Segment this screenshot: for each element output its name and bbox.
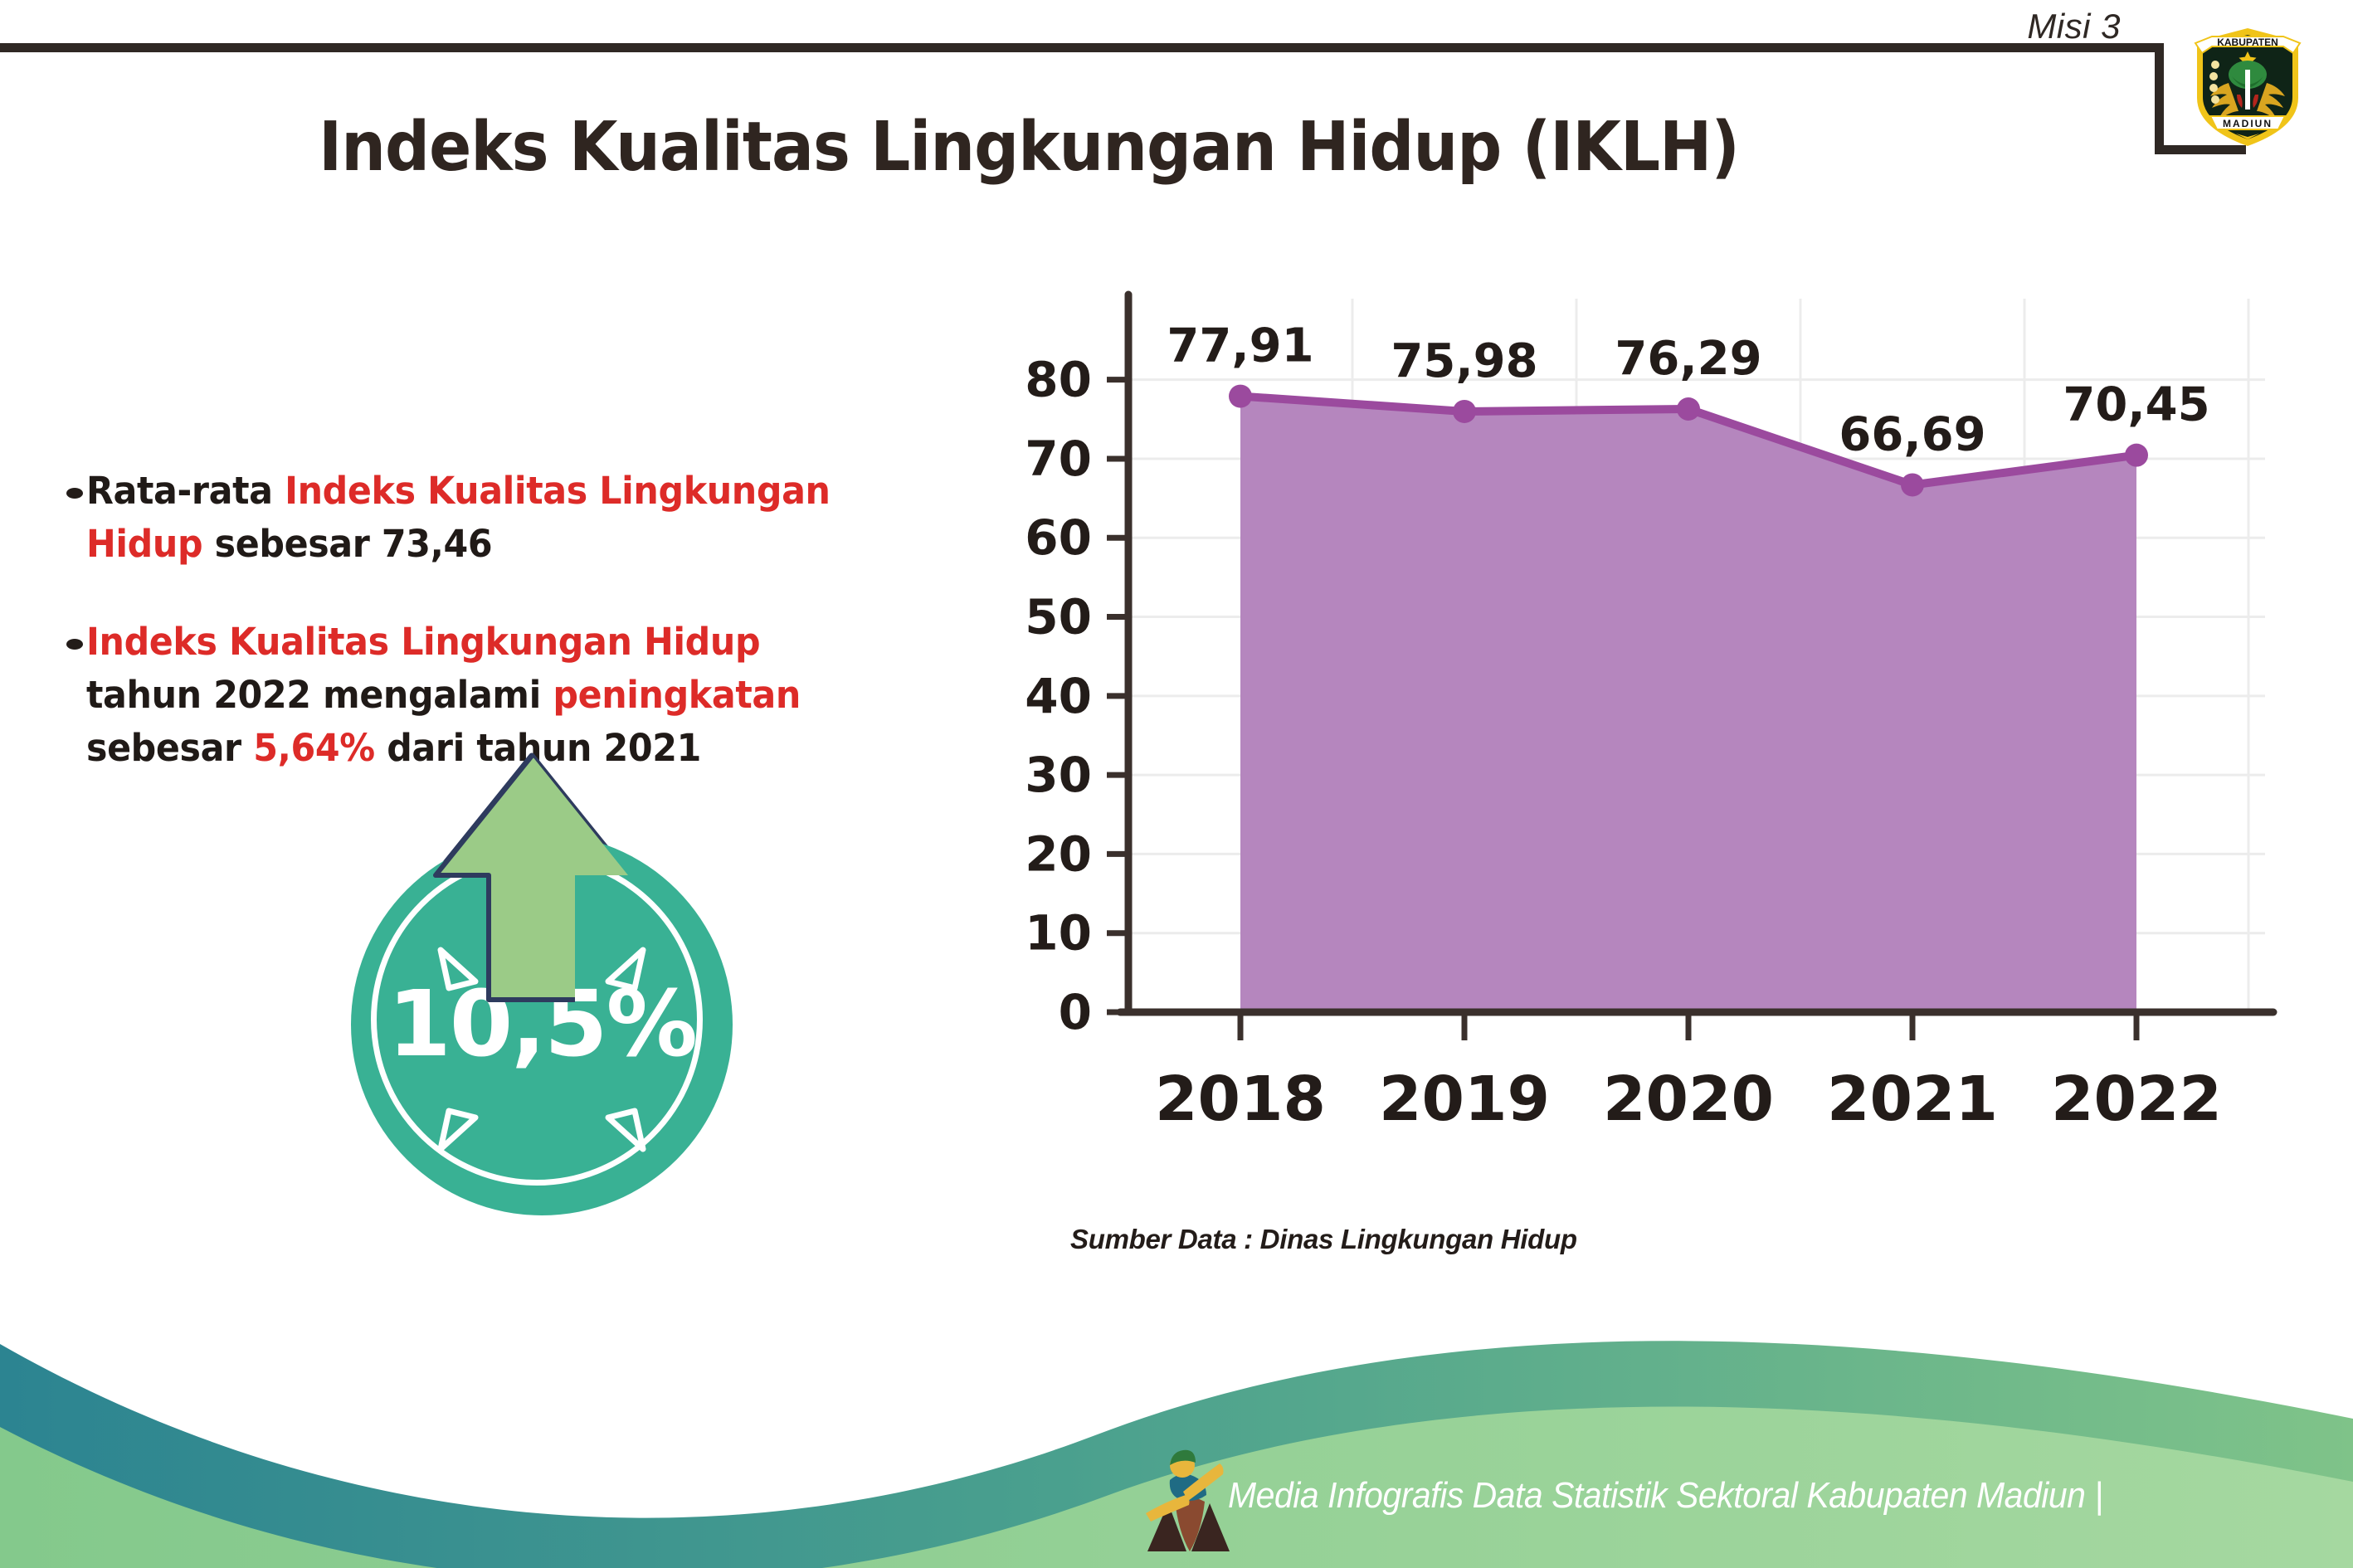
chart-x-tick-label: 2020 <box>1603 1064 1774 1135</box>
highlighted-text: Indeks Kualitas Lingkungan Hidup <box>86 469 831 566</box>
kabupaten-madiun-crest-icon: KABUPATEN MADIUN <box>2194 28 2302 146</box>
increase-badge: 10,5% <box>328 751 759 1215</box>
list-item: Rata-rata Indeks Kualitas Lingkungan Hid… <box>66 465 921 571</box>
up-arrow-icon-front <box>433 754 628 1002</box>
plain-text: dari tahun 2021 <box>374 725 702 770</box>
chart-data-point[interactable] <box>1453 399 1476 423</box>
chart-y-tick-label: 60 <box>1025 509 1092 566</box>
chart-canvas: 77,91 75,98 76,29 66,69 70,45 0 10 20 30 40 50 60 70… <box>1025 290 2277 1135</box>
plain-text: sebesar 73,46 <box>202 521 493 566</box>
bullet-text: Indeks Kualitas Lingkungan Hidup tahun 2… <box>86 616 879 775</box>
header-bracket-foot <box>2155 145 2246 154</box>
bullet-list: Rata-rata Indeks Kualitas Lingkungan Hid… <box>66 465 921 819</box>
plain-text: tahun 2022 mengalami <box>86 672 553 717</box>
chart-source-note: Sumber Data : Dinas Lingkungan Hidup <box>1070 1224 1577 1254</box>
crest-top-text: KABUPATEN <box>2217 37 2278 48</box>
header-rule <box>0 43 2164 52</box>
chart-data-point[interactable] <box>1901 473 1924 497</box>
chart-y-tick-label: 70 <box>1025 431 1092 487</box>
chart-x-tick-label: 2019 <box>1379 1064 1550 1135</box>
chart-y-tick-label: 0 <box>1059 984 1092 1040</box>
iklh-area-chart: 77,91 75,98 76,29 66,69 70,45 0 10 20 30 40 50 60 70… <box>971 274 2315 1203</box>
list-item: Indeks Kualitas Lingkungan Hidup tahun 2… <box>66 616 921 775</box>
bullet-text: Rata-rata Indeks Kualitas Lingkungan Hid… <box>86 465 879 571</box>
chart-data-label: 66,69 <box>1839 407 1985 461</box>
media-infografis-logo-icon <box>1146 1449 1230 1551</box>
footer-caption: Media Infografis Data Statistik Sektoral… <box>1228 1475 2103 1516</box>
chart-x-tick-label: 2018 <box>1155 1064 1326 1135</box>
chart-data-point[interactable] <box>1677 397 1700 421</box>
chart-data-label: 75,98 <box>1391 334 1537 388</box>
crest-bottom-text: MADIUN <box>2223 118 2273 129</box>
highlighted-text: 5,64% <box>253 725 375 770</box>
bullet-dot-icon <box>66 638 83 650</box>
badge-corner-arrow-icons <box>437 947 646 1152</box>
header-bracket-vertical <box>2155 43 2164 154</box>
chart-y-tick-label: 40 <box>1025 668 1092 724</box>
chart-data-label: 70,45 <box>2063 378 2209 432</box>
chart-y-tick-label: 50 <box>1025 589 1092 645</box>
chart-data-label: 77,91 <box>1167 319 1313 373</box>
plain-text: Rata-rata <box>86 469 285 513</box>
chart-data-point[interactable] <box>1229 384 1252 408</box>
chart-data-label: 76,29 <box>1615 332 1761 386</box>
chart-data-point[interactable] <box>2125 443 2148 467</box>
plain-text: sebesar <box>86 725 254 770</box>
chart-y-tick-label: 80 <box>1025 352 1092 408</box>
page-title: Indeks Kualitas Lingkungan Hidup (IKLH) <box>319 108 1740 187</box>
chart-x-tick-label: 2022 <box>2051 1064 2222 1135</box>
chart-area-fill <box>1240 396 2136 1012</box>
chart-y-tick-label: 30 <box>1025 747 1092 803</box>
highlighted-text: Indeks Kualitas Lingkungan Hidup <box>86 619 761 664</box>
misi-label: Misi 3 <box>2027 7 2121 46</box>
chart-x-tick-label: 2021 <box>1827 1064 1998 1135</box>
chart-y-tick-label: 10 <box>1025 905 1092 962</box>
bullet-dot-icon <box>66 488 83 499</box>
highlighted-text: peningkatan <box>553 672 801 717</box>
chart-y-tick-label: 20 <box>1025 825 1092 882</box>
